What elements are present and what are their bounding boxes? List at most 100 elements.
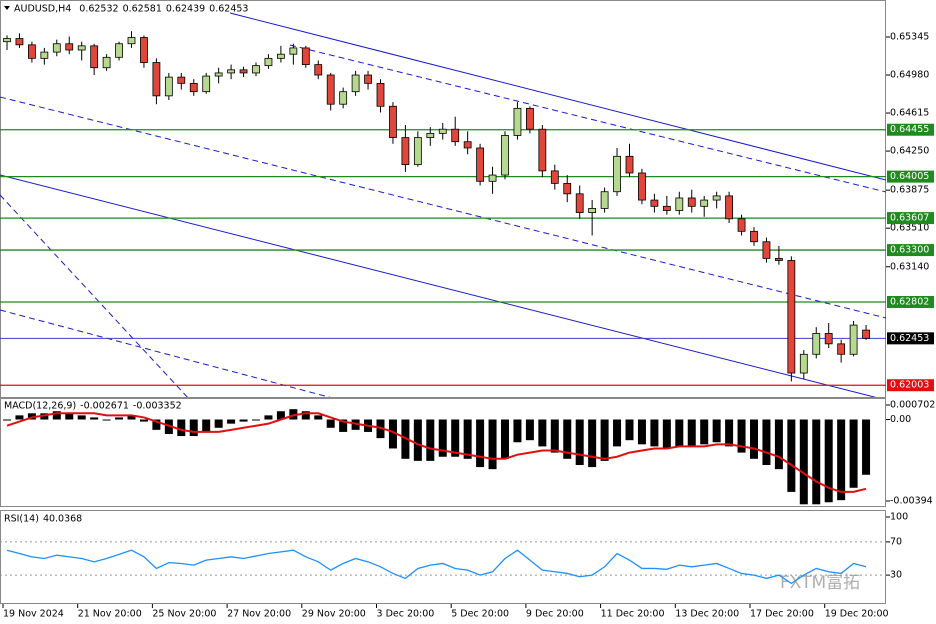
- rsi-panel: [0, 510, 886, 604]
- candle-body: [787, 260, 796, 374]
- candle-body: [289, 47, 298, 55]
- macd-bar: [575, 419, 584, 466]
- macd-bar: [65, 413, 74, 420]
- candle-body: [501, 135, 509, 176]
- macd-bar: [725, 419, 734, 447]
- macd-bar: [799, 419, 808, 505]
- rsi-y-tick-label: 70: [890, 536, 902, 547]
- trend-lines: [0, 12, 886, 397]
- macd-bar: [27, 413, 36, 420]
- candle-body: [27, 44, 36, 59]
- candle-body: [65, 43, 74, 51]
- macd-bar: [314, 415, 323, 420]
- macd-value: -0.003352: [133, 401, 182, 412]
- candle-body: [476, 147, 485, 182]
- candle-body: [426, 132, 435, 138]
- candle-body: [214, 72, 223, 77]
- macd-bar: [750, 419, 758, 459]
- candle-body: [276, 53, 285, 59]
- candle-body: [3, 38, 11, 43]
- macd-bar: [787, 419, 796, 492]
- candle-body: [824, 333, 833, 345]
- rsi-y-tick-label: 30: [890, 570, 902, 581]
- candle-body: [376, 82, 385, 107]
- macd-bar: [90, 417, 99, 420]
- rsi-line: [6, 549, 867, 585]
- level-label-box: [887, 295, 934, 308]
- ohlc-value: 0.62532: [79, 4, 118, 15]
- candle-body: [339, 91, 348, 105]
- macd-bar: [849, 419, 858, 488]
- y-tick-label: 0.63510: [890, 223, 929, 234]
- macd-bar: [264, 415, 273, 420]
- candle-body: [239, 69, 248, 74]
- macd-bar: [289, 409, 298, 420]
- x-tick-label: 19 Nov 2024: [3, 609, 64, 620]
- rsi-value: 40.0368: [43, 514, 82, 525]
- macd-bar: [227, 419, 236, 424]
- y-tick-label: 0.63140: [890, 261, 929, 272]
- trend-line: [0, 309, 331, 397]
- macd-bar: [824, 419, 833, 503]
- macd-bar: [625, 419, 634, 441]
- candle-body: [326, 74, 335, 105]
- macd-bar: [189, 419, 198, 437]
- candle-body: [700, 199, 709, 207]
- macd-bar: [139, 419, 148, 422]
- macd-bar: [550, 419, 559, 453]
- macd-signal: [6, 412, 867, 493]
- candle-body: [625, 155, 634, 174]
- level-label: 0.64455: [890, 124, 929, 135]
- macd-bar: [762, 419, 771, 466]
- macd-bar: [301, 411, 310, 420]
- macd-bar: [501, 419, 509, 459]
- candle-body: [488, 174, 497, 182]
- ohlc-value: 0.62453: [209, 4, 248, 15]
- candle-body: [712, 195, 721, 201]
- candle-body: [127, 37, 136, 45]
- macd-bar: [463, 419, 472, 459]
- macd-bar: [600, 419, 609, 461]
- menu-arrow[interactable]: [4, 6, 10, 10]
- candle-body: [438, 128, 447, 134]
- candle-body: [389, 105, 397, 138]
- candle-body: [252, 65, 260, 74]
- level-label-box: [887, 332, 934, 345]
- ohlc-value: 0.62439: [166, 4, 205, 15]
- x-tick-label: 3 Dec 20:00: [377, 609, 435, 620]
- level-label: 0.63607: [890, 213, 929, 224]
- x-tick-label: 9 Dec 20:00: [526, 609, 584, 620]
- y-tick-label: 0.65345: [890, 31, 929, 42]
- macd-bar: [351, 419, 360, 430]
- candle-body: [102, 56, 111, 69]
- macd-bar: [252, 419, 260, 421]
- x-tick-label: 25 Nov 20:00: [152, 609, 216, 620]
- macd-bar: [513, 419, 522, 443]
- symbol-title: AUDUSD,H4: [14, 4, 71, 15]
- x-tick-label: 19 Dec 20:00: [825, 609, 889, 620]
- candles: [0, 31, 886, 386]
- candle-body: [301, 47, 310, 66]
- candle-body: [413, 137, 422, 166]
- level-label: 0.64005: [890, 171, 929, 182]
- candle-body: [775, 258, 783, 261]
- macd-bar: [214, 419, 223, 428]
- macd-bar: [426, 419, 435, 461]
- macd-bar: [476, 419, 485, 468]
- x-tick-label: 27 Nov 20:00: [227, 609, 291, 620]
- macd-bar: [52, 411, 61, 420]
- candle-body: [177, 76, 186, 84]
- candle-body: [550, 170, 559, 184]
- candle-body: [451, 128, 460, 143]
- macd-bar: [451, 419, 460, 457]
- macd-bar: [700, 419, 709, 445]
- level-label-box: [887, 244, 934, 257]
- candle-body: [538, 128, 547, 172]
- level-label: 0.62802: [890, 296, 929, 307]
- x-tick-label: 11 Dec 20:00: [601, 609, 665, 620]
- macd-bar: [339, 419, 348, 432]
- candle-body: [675, 197, 684, 211]
- macd-bar: [712, 419, 721, 443]
- main-panel: [0, 0, 886, 398]
- x-tick-label: 21 Nov 20:00: [78, 609, 142, 620]
